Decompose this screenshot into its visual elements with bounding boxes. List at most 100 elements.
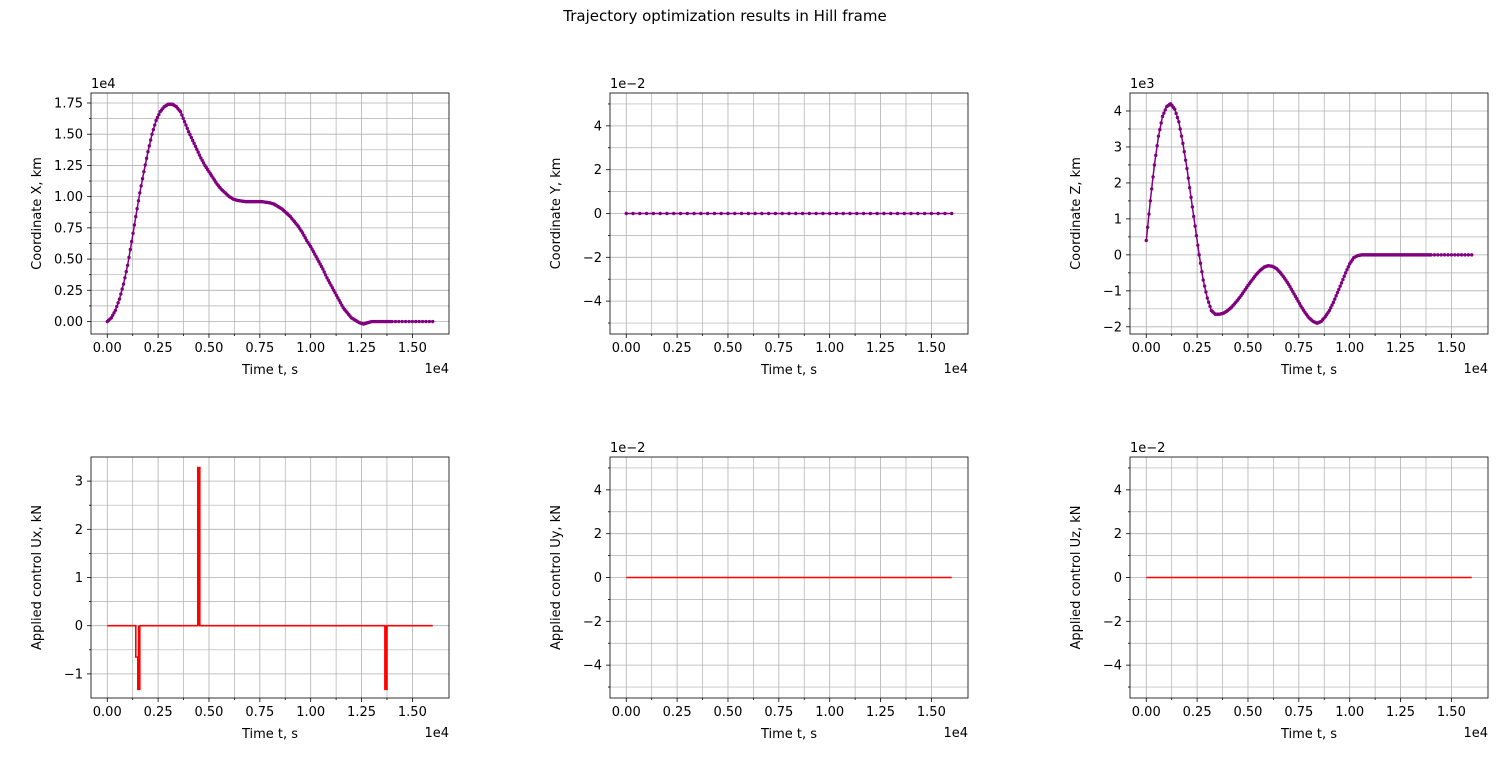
tick-label-x: 0.75	[245, 705, 274, 720]
data-point	[427, 319, 432, 324]
data-point	[119, 292, 123, 296]
x-offset-text: 1e4	[943, 726, 968, 741]
tick-label-y: 0.00	[54, 315, 83, 330]
data-point	[834, 211, 839, 216]
data-point	[109, 316, 114, 320]
tick-label-x: 0.50	[1234, 341, 1263, 356]
control-pulse	[384, 625, 388, 690]
tick-label-x: 1.25	[347, 341, 376, 356]
data-point	[1160, 114, 1165, 119]
data-point	[182, 120, 187, 124]
data-point	[1466, 253, 1471, 257]
data-point	[1185, 166, 1189, 171]
data-point	[334, 293, 339, 297]
data-point	[407, 319, 411, 324]
series-line	[107, 466, 433, 691]
data-point	[1179, 134, 1184, 138]
data-point	[338, 301, 343, 305]
tick-label-x: 1.50	[917, 705, 946, 720]
data-point	[191, 138, 195, 143]
data-point	[780, 211, 784, 216]
data-point	[115, 304, 119, 309]
tick-label-x: 0.00	[1132, 705, 1161, 720]
data-point	[1345, 268, 1349, 272]
tick-label-x: 1.25	[347, 705, 376, 720]
data-point	[692, 211, 696, 216]
data-point	[200, 158, 204, 163]
tick-label-y: 2	[594, 527, 602, 542]
data-point	[1189, 195, 1193, 200]
data-point	[116, 301, 120, 305]
data-point	[1182, 150, 1186, 154]
data-point	[136, 199, 141, 203]
data-point	[1470, 253, 1474, 257]
data-point	[1187, 186, 1192, 190]
tick-label-x: 1.00	[1335, 705, 1364, 720]
data-point	[403, 319, 408, 324]
data-point	[943, 211, 947, 216]
subplot-6: 0.00 0.25 0.50 0.75 1.00 1.25 1.50 −4 −2 0 2 4 Time …	[1069, 441, 1489, 742]
data-point	[814, 211, 818, 216]
data-point	[950, 211, 954, 216]
data-point	[197, 153, 202, 157]
data-point	[1177, 120, 1181, 124]
data-point	[186, 130, 191, 134]
data-point	[889, 211, 893, 216]
data-point	[753, 211, 757, 216]
data-point	[672, 211, 676, 216]
data-point	[310, 247, 314, 251]
data-point	[916, 211, 920, 216]
tick-label-y: −2	[583, 615, 602, 630]
tick-label-x: 0.75	[245, 341, 274, 356]
tick-label-x: 1.00	[1335, 341, 1364, 356]
data-point	[1439, 253, 1443, 257]
data-point	[909, 211, 913, 216]
data-point	[322, 270, 326, 274]
data-point	[1183, 158, 1188, 162]
data-point	[154, 118, 158, 123]
tick-label-y: 2	[75, 523, 83, 538]
y-offset-text: 1e−2	[610, 441, 645, 456]
data-point	[936, 211, 940, 216]
data-point	[150, 132, 154, 136]
data-point	[638, 211, 642, 216]
data-point	[665, 211, 669, 216]
tick-label-y: 4	[1114, 104, 1122, 119]
data-point	[1338, 284, 1342, 288]
tick-label-y: 4	[594, 483, 602, 498]
y-axis-label: Applied control Uy, kN	[549, 505, 564, 650]
tick-label-x: 1.50	[917, 341, 946, 356]
data-point	[1193, 224, 1197, 228]
data-point	[658, 211, 662, 216]
data-point	[330, 286, 335, 290]
data-point	[195, 147, 199, 151]
data-point	[746, 211, 751, 216]
data-point	[121, 282, 126, 286]
data-point	[861, 211, 866, 216]
data-point	[1205, 296, 1209, 300]
tick-label-x: 1.00	[296, 341, 325, 356]
tick-label-y: 0.50	[54, 253, 83, 268]
data-point	[201, 161, 206, 165]
data-point	[1201, 278, 1205, 282]
data-point	[1442, 253, 1447, 257]
data-point	[1328, 306, 1333, 310]
data-point	[1163, 108, 1167, 112]
data-point	[1194, 233, 1199, 238]
tick-label-x: 1.00	[296, 705, 325, 720]
data-point	[739, 211, 744, 216]
tick-label-y: 1.75	[54, 96, 83, 111]
data-point	[1436, 253, 1440, 257]
tick-label-y: 4	[594, 119, 602, 134]
data-point	[112, 311, 116, 315]
data-point	[144, 156, 149, 161]
data-point	[326, 278, 331, 283]
tick-label-x: 0.25	[1183, 341, 1212, 356]
tick-label-x: 0.25	[663, 705, 692, 720]
data-point	[184, 123, 188, 127]
tick-label-x: 0.75	[764, 341, 793, 356]
tick-label-x: 0.25	[144, 341, 173, 356]
data-point	[685, 211, 689, 216]
tick-label-x: 1.00	[815, 705, 844, 720]
